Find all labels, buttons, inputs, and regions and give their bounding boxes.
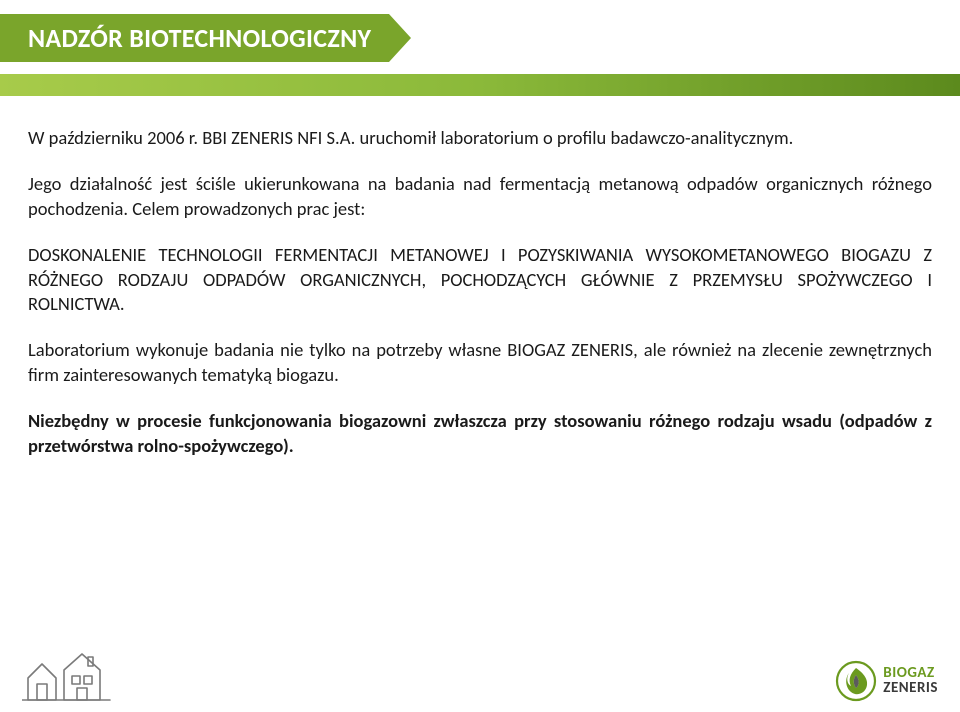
- title-text: NADZÓR BIOTECHNOLOGICZNY: [28, 22, 371, 54]
- logo: BIOGAZ ZENERIS: [835, 660, 938, 702]
- body-content: W październiku 2006 r. BBI ZENERIS NFI S…: [28, 126, 932, 480]
- paragraph-emphasis: DOSKONALENIE TECHNOLOGII FERMENTACJI MET…: [28, 243, 932, 316]
- header: NADZÓR BIOTECHNOLOGICZNY: [0, 0, 960, 100]
- paragraph-intro-2: Jego działalność jest ściśle ukierunkowa…: [28, 172, 932, 221]
- text-p4: Laboratorium wykonuje badania nie tylko …: [28, 338, 932, 385]
- text-p1: W październiku 2006 r. BBI ZENERIS NFI S…: [28, 126, 793, 149]
- houses-icon: [22, 648, 132, 702]
- paragraph-bold: Niezbędny w procesie funkcjonowania biog…: [28, 409, 932, 458]
- footer: BIOGAZ ZENERIS: [22, 648, 938, 702]
- logo-line-2: ZENERIS: [883, 681, 938, 696]
- text-p5: Niezbędny w procesie funkcjonowania biog…: [28, 409, 932, 456]
- page-title: NADZÓR BIOTECHNOLOGICZNY: [0, 14, 389, 62]
- text-p2: Jego działalność jest ściśle ukierunkowa…: [28, 172, 932, 219]
- header-notch: [816, 62, 906, 74]
- logo-text: BIOGAZ ZENERIS: [883, 666, 938, 696]
- header-band: [0, 74, 960, 96]
- flame-leaf-icon: [835, 660, 877, 702]
- text-p3: DOSKONALENIE TECHNOLOGII FERMENTACJI MET…: [28, 243, 932, 315]
- paragraph-intro-1: W październiku 2006 r. BBI ZENERIS NFI S…: [28, 126, 932, 150]
- paragraph-lab: Laboratorium wykonuje badania nie tylko …: [28, 338, 932, 387]
